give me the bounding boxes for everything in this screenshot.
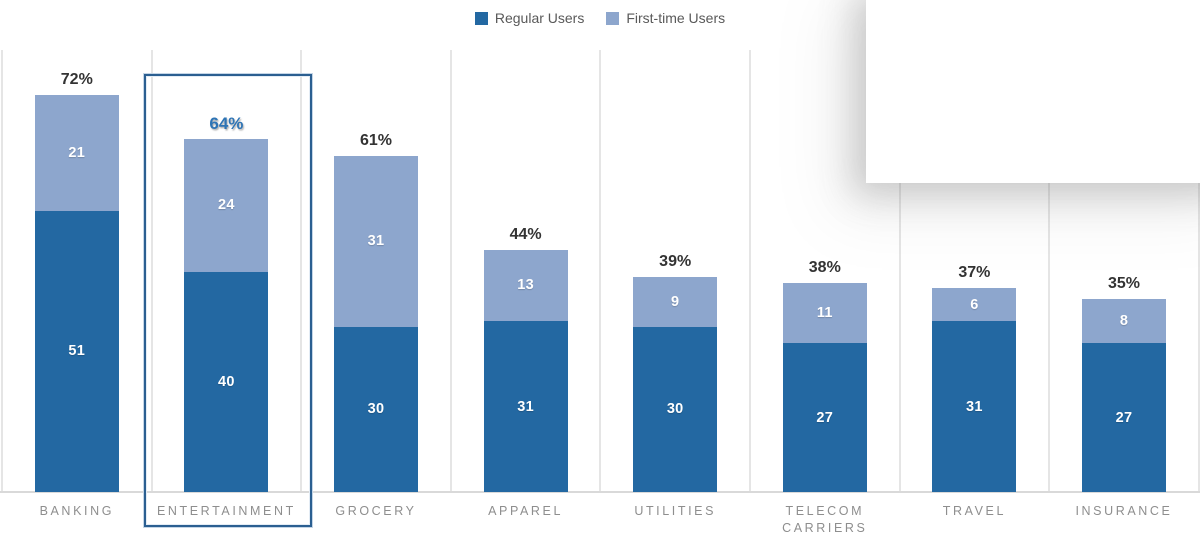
- total-label: 37%: [958, 264, 991, 282]
- segment-value-label: 30: [367, 401, 385, 418]
- gridline: [1, 50, 3, 492]
- gridline: [300, 50, 303, 492]
- legend: Regular Users First-time Users: [0, 10, 1200, 26]
- segment-value-label: 24: [218, 197, 235, 214]
- segment-value-label: 40: [218, 373, 235, 390]
- bar-segment-regular-users[interactable]: 51: [34, 210, 119, 492]
- category-label: GROCERY: [335, 504, 417, 518]
- bar-segment-first-time-users[interactable]: 9: [633, 277, 718, 327]
- total-label: 72%: [60, 71, 93, 89]
- legend-item-first-time-users[interactable]: First-time Users: [606, 10, 725, 26]
- segment-value-label: 31: [517, 398, 534, 415]
- category-label: APPAREL: [488, 504, 564, 518]
- bar-segment-first-time-users[interactable]: 21: [34, 95, 119, 211]
- bar-segment-regular-users[interactable]: 31: [932, 321, 1017, 492]
- bar-segment-regular-users[interactable]: 30: [633, 326, 718, 492]
- overlay-panel: [866, 0, 1200, 183]
- segment-value-label: 27: [816, 409, 834, 426]
- segment-value-label: 8: [1119, 313, 1129, 330]
- gridline: [1197, 50, 1200, 492]
- bar-segment-regular-users[interactable]: 30: [334, 326, 418, 492]
- category-label: UTILITIES: [634, 504, 717, 518]
- segment-value-label: 13: [517, 277, 534, 294]
- total-label: 35%: [1107, 275, 1141, 293]
- bar-segment-regular-users[interactable]: 40: [184, 271, 269, 492]
- total-label: 61%: [359, 131, 393, 149]
- bar-segment-regular-users[interactable]: 27: [782, 343, 867, 492]
- total-label: 39%: [659, 253, 692, 271]
- category-label: TELECOM CARRIERS: [782, 504, 868, 535]
- segment-value-label: 27: [1115, 409, 1133, 426]
- legend-label: First-time Users: [626, 10, 726, 26]
- gridline: [599, 50, 602, 492]
- category-label: BANKING: [39, 504, 115, 518]
- regular-users-swatch-icon: [474, 11, 488, 25]
- segment-value-label: 6: [970, 296, 979, 313]
- bar-segment-first-time-users[interactable]: 13: [483, 249, 568, 322]
- bar-segment-first-time-users[interactable]: 11: [782, 282, 867, 344]
- gridline: [1048, 50, 1051, 492]
- legend-item-regular-users[interactable]: Regular Users: [474, 10, 585, 26]
- segment-value-label: 21: [68, 145, 86, 162]
- gridline: [449, 50, 452, 492]
- bar-segment-regular-users[interactable]: 27: [1082, 343, 1166, 492]
- segment-value-label: 31: [966, 398, 983, 415]
- first-time-users-swatch-icon: [606, 11, 620, 25]
- bar-segment-first-time-users[interactable]: 8: [1082, 299, 1166, 344]
- gridline: [898, 50, 901, 492]
- total-label: 64%: [209, 114, 244, 134]
- total-label: 44%: [509, 225, 542, 243]
- segment-value-label: 51: [68, 343, 86, 360]
- segment-value-label: 11: [816, 304, 833, 321]
- segment-value-label: 31: [367, 233, 385, 250]
- gridline: [150, 50, 153, 492]
- bar-segment-first-time-users[interactable]: 24: [184, 139, 269, 272]
- category-label: INSURANCE: [1075, 504, 1173, 518]
- segment-value-label: 30: [666, 401, 684, 418]
- segment-value-label: 9: [671, 293, 680, 310]
- bar-segment-regular-users[interactable]: 31: [483, 321, 568, 492]
- gridline: [749, 50, 751, 492]
- legend-label: Regular Users: [494, 10, 585, 26]
- bar-segment-first-time-users[interactable]: 6: [932, 288, 1017, 322]
- bar-segment-first-time-users[interactable]: 31: [334, 155, 418, 327]
- selection-box: [144, 74, 313, 527]
- total-label: 38%: [808, 258, 841, 276]
- category-axis-line: [0, 491, 1200, 493]
- category-label: TRAVEL: [942, 504, 1007, 518]
- category-label: ENTERTAINMENT: [156, 504, 296, 518]
